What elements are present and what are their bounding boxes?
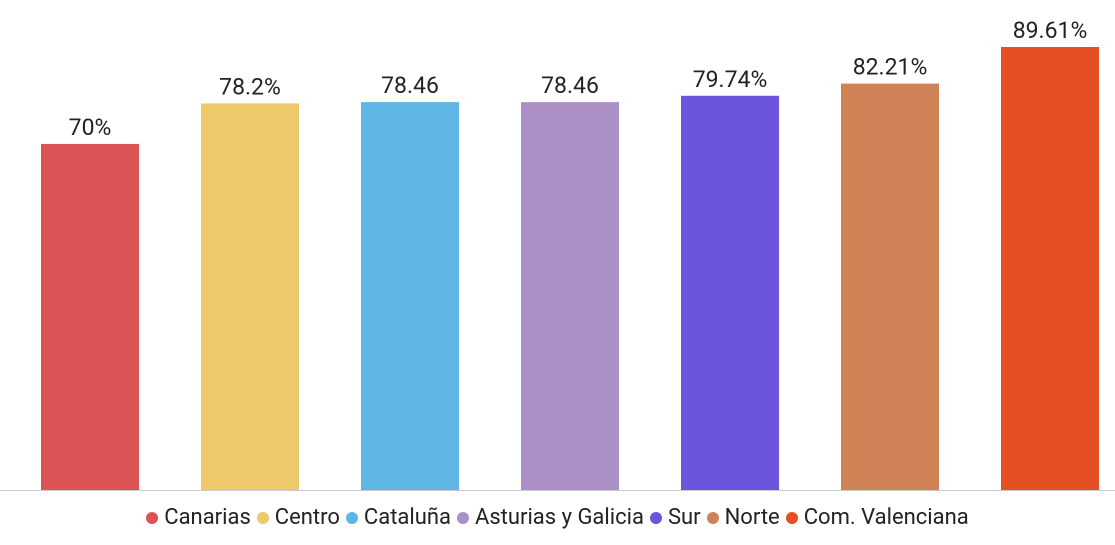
legend-label: Centro — [274, 505, 340, 530]
bar — [521, 102, 619, 490]
legend-marker — [256, 511, 269, 524]
legend-label: Com. Valenciana — [803, 505, 969, 530]
legend-marker — [456, 511, 469, 524]
legend-item: Asturias y Galicia — [456, 505, 644, 530]
bar — [1001, 47, 1099, 490]
legend-item: Cataluña — [345, 505, 451, 530]
legend-label: Sur — [667, 505, 701, 530]
bar — [681, 95, 779, 491]
data-label: 78.2% — [219, 73, 281, 100]
legend-marker — [146, 511, 159, 524]
data-label: 78.46 — [541, 72, 599, 99]
legend-marker — [649, 511, 662, 524]
legend-item: Canarias — [146, 505, 251, 530]
data-label: 78.46 — [381, 72, 439, 99]
legend-marker — [345, 511, 358, 524]
bar — [41, 143, 139, 490]
data-label: 79.74% — [693, 66, 768, 93]
bar — [361, 102, 459, 490]
data-label: 70% — [69, 114, 112, 141]
legend-marker — [785, 511, 798, 524]
legend-item: Sur — [649, 505, 701, 530]
chart: 70% 78.2% 78.46 78.46 79.74% 82.21% 89.61% — [0, 17, 1115, 491]
legend-label: Canarias — [164, 505, 251, 530]
legend: Canarias Centro Cataluña Asturias y Galicia… — [0, 505, 1115, 530]
legend-label: Norte — [724, 505, 780, 530]
legend-item: Norte — [706, 505, 780, 530]
data-label: 82.21% — [853, 54, 928, 81]
legend-label: Cataluña — [363, 505, 451, 530]
data-label: 89.61% — [1013, 17, 1088, 44]
bar — [201, 103, 299, 490]
legend-marker — [706, 511, 719, 524]
legend-item: Centro — [256, 505, 340, 530]
legend-item: Com. Valenciana — [785, 505, 969, 530]
bar — [841, 83, 939, 490]
legend-label: Asturias y Galicia — [474, 505, 644, 530]
